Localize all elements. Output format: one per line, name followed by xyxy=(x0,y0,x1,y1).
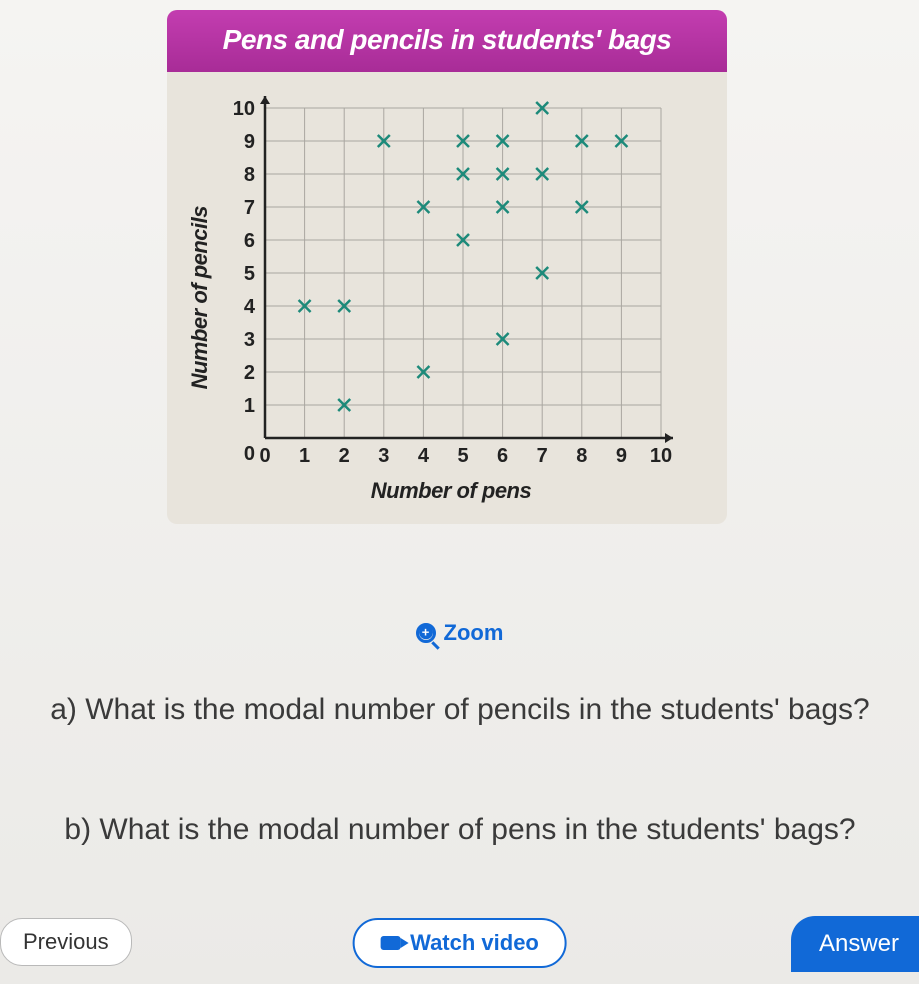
svg-text:5: 5 xyxy=(244,263,255,285)
chart-card: Pens and pencils in students' bags Numbe… xyxy=(167,10,727,524)
svg-text:10: 10 xyxy=(650,445,672,467)
svg-text:3: 3 xyxy=(244,329,255,351)
svg-text:4: 4 xyxy=(244,296,256,318)
chart-title: Pens and pencils in students' bags xyxy=(167,10,727,72)
y-axis-label: Number of pencils xyxy=(187,206,213,389)
video-icon xyxy=(380,936,400,950)
svg-text:9: 9 xyxy=(244,131,255,153)
question-b: b) What is the modal number of pens in t… xyxy=(10,810,910,851)
plot-wrap: 0 1 2 3 4 5 6 7 8 9 10 1 2 3 4 5 6 7 8 9 10 0 Number of pens xyxy=(221,92,681,504)
svg-text:10: 10 xyxy=(233,98,255,120)
svg-text:6: 6 xyxy=(497,445,508,467)
chart-body: Number of pencils 0 1 2 3 4 5 6 7 8 9 10 1 2 3 4 5 6 7 8 9 1… xyxy=(167,72,727,524)
zoom-button[interactable]: Zoom xyxy=(416,620,504,646)
svg-text:9: 9 xyxy=(616,445,627,467)
svg-text:7: 7 xyxy=(244,197,255,219)
zoom-row: Zoom xyxy=(0,620,919,648)
scatter-plot: 0 1 2 3 4 5 6 7 8 9 10 1 2 3 4 5 6 7 8 9 10 0 xyxy=(221,92,681,472)
answer-button[interactable]: Answer xyxy=(791,916,919,972)
svg-text:6: 6 xyxy=(244,230,255,252)
svg-text:8: 8 xyxy=(244,164,255,186)
svg-text:5: 5 xyxy=(457,445,468,467)
svg-text:1: 1 xyxy=(299,445,310,467)
zoom-in-icon xyxy=(416,623,436,643)
bottom-bar: Previous Watch video Answer xyxy=(0,912,919,972)
question-a: a) What is the modal number of pencils i… xyxy=(10,690,910,731)
svg-text:4: 4 xyxy=(418,445,430,467)
svg-text:0: 0 xyxy=(244,443,255,465)
previous-button[interactable]: Previous xyxy=(0,918,132,966)
x-axis-label: Number of pens xyxy=(371,478,531,504)
svg-text:8: 8 xyxy=(576,445,587,467)
watch-video-button[interactable]: Watch video xyxy=(352,918,567,968)
svg-text:1: 1 xyxy=(244,395,255,417)
svg-text:2: 2 xyxy=(244,362,255,384)
svg-text:0: 0 xyxy=(259,445,270,467)
svg-text:7: 7 xyxy=(537,445,548,467)
svg-text:2: 2 xyxy=(339,445,350,467)
watch-video-label: Watch video xyxy=(410,930,539,956)
svg-text:3: 3 xyxy=(378,445,389,467)
zoom-label: Zoom xyxy=(444,620,504,646)
